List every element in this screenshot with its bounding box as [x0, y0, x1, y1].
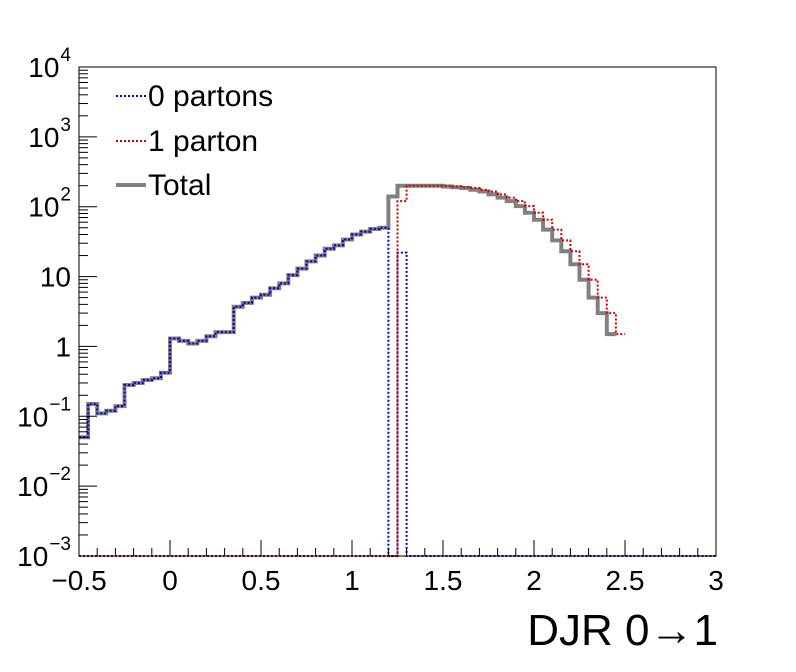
x-axis-title: DJR 0→1: [527, 606, 718, 655]
y-tick-exponent: −1: [49, 394, 71, 415]
legend: 0 partons 1 parton Total: [116, 80, 273, 202]
x-tick-label: −0.5: [51, 565, 106, 596]
y-tick-label: 10: [40, 262, 71, 293]
x-tick-label: 1: [344, 565, 360, 596]
x-tick-label: 3: [708, 565, 724, 596]
x-tick-label: 1.5: [424, 565, 463, 596]
y-tick-label: 1: [55, 331, 71, 362]
x-tick-label: 2.5: [606, 565, 645, 596]
y-tick-label: 10: [17, 401, 48, 432]
y-tick-label: 10: [28, 192, 59, 223]
y-tick-label: 10: [28, 52, 59, 83]
y-tick-exponent: −2: [49, 464, 71, 485]
y-tick-exponent: 2: [60, 185, 71, 206]
y-tick-exponent: 3: [60, 115, 71, 136]
y-tick-label: 10: [28, 122, 59, 153]
legend-label-total: Total: [148, 169, 211, 202]
x-tick-label: 0.5: [242, 565, 281, 596]
y-tick-exponent: 4: [60, 45, 71, 66]
y-tick-label: 10: [17, 471, 48, 502]
legend-label-0-partons: 0 partons: [148, 80, 273, 113]
ticks-layer: [78, 66, 717, 557]
y-tick-exponent: −3: [49, 534, 71, 555]
series-layer: [79, 183, 716, 557]
series-line-1-parton: [79, 184, 625, 557]
y-tick-label: 10: [17, 541, 48, 572]
plot-frame: [78, 66, 717, 557]
x-tick-label: 2: [526, 565, 542, 596]
legend-label-1-parton: 1 parton: [148, 125, 258, 158]
x-tick-label: 0: [162, 565, 178, 596]
